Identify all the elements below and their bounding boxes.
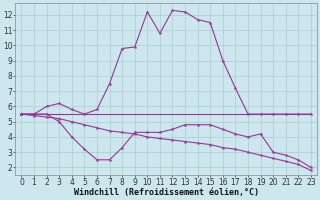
X-axis label: Windchill (Refroidissement éolien,°C): Windchill (Refroidissement éolien,°C): [74, 188, 259, 197]
